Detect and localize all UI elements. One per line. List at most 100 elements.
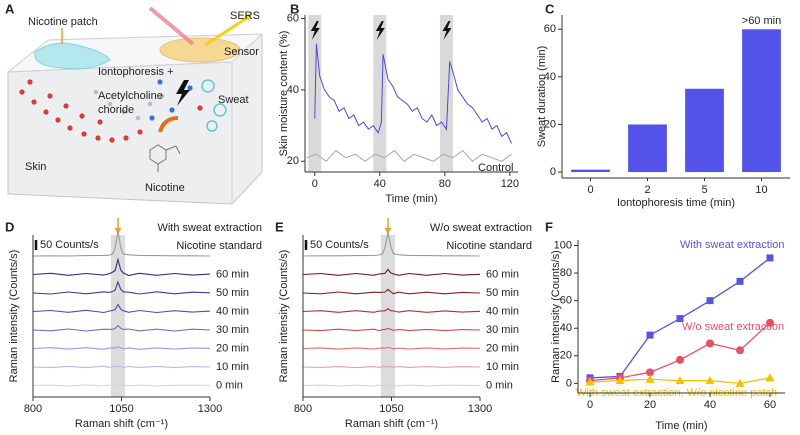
label: Iontophoresis + (98, 66, 174, 78)
y-axis-label: Raman intensity (Counts/s) (550, 250, 562, 383)
x-tick-label: 1050 (379, 403, 403, 415)
x-tick-label: 0 (587, 184, 593, 196)
panel-letter: F (545, 219, 553, 234)
marker (646, 368, 654, 377)
y-tick-label: 80 (560, 267, 572, 279)
highlight-band (110, 235, 126, 397)
nicotine-dots (19, 79, 203, 143)
label: Nicotine patch (28, 16, 98, 28)
spectrum (32, 303, 211, 314)
marker (675, 376, 685, 385)
label: Acetylcholine (98, 90, 163, 102)
panel-title: W/o sweat extraction (430, 222, 532, 234)
series-label: 0 min (486, 379, 513, 391)
x-axis-label: Iontophoresis time (min) (617, 197, 735, 209)
series-label: 50 min (216, 287, 249, 299)
y-tick-label: 60 (560, 295, 572, 307)
x-tick-label: 800 (24, 403, 42, 415)
y-tick-label: 20 (287, 155, 299, 167)
series-label: 10 min (216, 361, 249, 373)
marker (705, 376, 715, 385)
peak-arrowhead (384, 228, 392, 234)
spectrum (32, 384, 211, 387)
spectrum (32, 257, 211, 277)
marker (645, 374, 655, 383)
blue-dots (149, 79, 193, 121)
spectrum (302, 308, 481, 313)
y-axis-label: Raman intensity (Counts/s) (8, 250, 20, 383)
x-tick-label: 80 (439, 178, 451, 190)
x-tick-label: 2 (644, 184, 650, 196)
panel-letter: C (545, 1, 555, 16)
spectrum (32, 365, 211, 369)
stimulation-band (373, 15, 387, 172)
marker (735, 378, 745, 387)
label: SERS (230, 10, 260, 22)
series-label: 60 min (216, 268, 249, 280)
spectrum (302, 365, 481, 369)
label: choride (98, 104, 134, 116)
spectrum (32, 346, 211, 350)
series-line (314, 43, 512, 144)
spectrum (302, 288, 481, 295)
spectrum (302, 346, 481, 350)
marker (676, 355, 684, 364)
x-axis-label: Raman shift (cm⁻¹) (345, 418, 438, 430)
series-label: 40 min (486, 305, 519, 317)
sensor (159, 37, 241, 63)
legend-label: Control (478, 162, 513, 174)
y-tick-label: 20 (544, 118, 556, 130)
arrowhead (244, 12, 252, 21)
spectrum (32, 324, 211, 332)
series-label: 60 min (486, 268, 519, 280)
series-label: 10 min (486, 361, 519, 373)
edge (7, 61, 233, 73)
y-tick-label: 0 (550, 166, 556, 178)
label: Skin (25, 161, 46, 173)
x-tick-label: 1050 (109, 403, 133, 415)
series-label: 20 min (216, 342, 249, 354)
x-tick-label: 800 (294, 403, 312, 415)
y-tick-label: 60 (544, 23, 556, 35)
sweat-gland (201, 79, 227, 132)
bar (571, 169, 610, 173)
marker (765, 373, 775, 382)
stimulation-band (308, 15, 322, 172)
y-tick-label: 20 (560, 350, 572, 362)
series-label: 40 min (216, 305, 249, 317)
label: Sweat (218, 94, 249, 106)
marker (736, 277, 744, 285)
legend-label: W/o sweat extraction (682, 321, 784, 333)
x-tick-label: 120 (501, 178, 519, 190)
x-tick-label: 10 (755, 184, 767, 196)
bar (628, 124, 667, 173)
spectrum (32, 280, 211, 295)
y-tick-label: 100 (554, 239, 572, 251)
panel-letter: A (5, 1, 15, 16)
y-tick-label: 60 (287, 12, 299, 24)
x-axis-label: Raman shift (cm⁻¹) (75, 418, 168, 430)
molecule (149, 144, 181, 172)
series-label: 50 min (486, 287, 519, 299)
panel-letter: E (275, 219, 284, 234)
spectrum (302, 384, 481, 387)
flow-arrow (158, 116, 179, 133)
scale-bar-label: 50 Counts/s (310, 239, 369, 251)
marker (585, 377, 595, 386)
panel-letter: D (5, 219, 14, 234)
x-tick-label: 40 (374, 178, 386, 190)
marker (766, 254, 774, 262)
panel-title: With sweat extraction (157, 222, 262, 234)
marker (736, 346, 744, 355)
x-tick-label: 0 (587, 399, 593, 411)
spectrum (32, 230, 211, 257)
illustration: A Nicotine patch SERS Sensor Iontophores… (5, 1, 264, 205)
bar (685, 88, 724, 173)
marker (676, 315, 684, 323)
y-axis-label: Skin moisture content (%) (278, 31, 290, 157)
annotation: >60 min (742, 15, 781, 27)
spectrum (302, 231, 481, 257)
legend-label: With sweat extraction (680, 239, 785, 251)
label: Sensor (224, 46, 259, 58)
